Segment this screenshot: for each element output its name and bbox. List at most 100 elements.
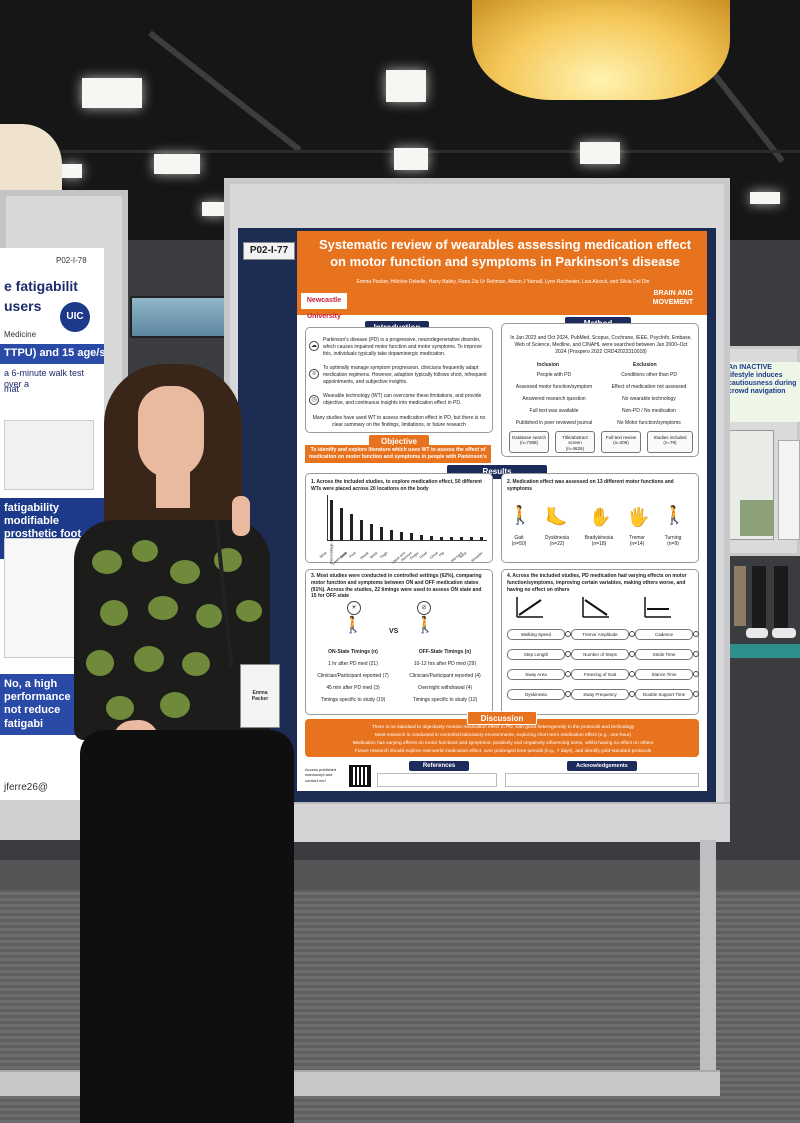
variable-pill: Step Length: [507, 649, 565, 660]
left-poster-title: users: [4, 298, 42, 314]
discussion-point: There is no standard to objectively moni…: [371, 725, 635, 730]
board-bottom-rail: [224, 802, 730, 842]
location-label: Waist: [369, 551, 379, 560]
discussion-point: Medication has varying effects on motor …: [352, 741, 654, 746]
inclusion-row: Published in peer reviewed journal: [515, 420, 593, 426]
motor-name: Tremor: [629, 535, 645, 541]
exclusion-row: Effect of medication not assessed: [611, 384, 687, 390]
shirt-pattern: [134, 646, 164, 672]
motor-n: (n=18): [591, 541, 607, 547]
variable-pill: Cadence: [635, 629, 693, 640]
walking-person-icon: 🚶: [343, 617, 363, 634]
person-trousers: [80, 730, 294, 1123]
ceiling-light: [394, 148, 428, 170]
refs-note: Access published manuscript and contact …: [305, 767, 337, 783]
flow-step-n: (n=79): [663, 440, 677, 446]
newcastle-university-logo: Newcastle University: [301, 293, 347, 320]
variable-pill: Dyskinesia: [507, 689, 565, 700]
ceiling-light: [386, 70, 426, 102]
location-bar: [340, 508, 343, 540]
floor-mat: [722, 644, 800, 658]
method-text: In Jan 2023 and Oct 2024, PubMed, Scopus…: [510, 335, 692, 355]
discussion-box: [305, 719, 699, 757]
poster-title-line: Systematic review of wearables assessing…: [318, 237, 692, 252]
pendant-lamp: [472, 0, 730, 100]
objective-text: To identify and explore literature which…: [305, 445, 491, 463]
result4-text: 4. Across the included studies, PD medic…: [507, 573, 687, 593]
on-timing: Timings specific to study (19): [320, 697, 386, 703]
location-bar: [480, 537, 483, 540]
flow-step: Studies included (n=79): [647, 431, 693, 453]
variable-pill: Stride Time: [635, 649, 693, 660]
location-label: Ankle: [339, 551, 349, 560]
inclusion-header: Inclusion: [537, 362, 559, 368]
motor-label: Gait (n=50): [499, 535, 539, 547]
motor-name: Dyskinesia: [544, 535, 570, 541]
shirt-pattern: [86, 650, 114, 676]
flow-step-label: Studies included: [653, 435, 687, 440]
brain-and-movement-logo: BRAIN AND MOVEMENT: [652, 290, 694, 306]
motor-label: Bradykinesia (n=18): [579, 535, 619, 547]
location-label: Chest: [429, 551, 439, 560]
result3-text: 3. Most studies were conducted in contro…: [311, 573, 482, 600]
foot-icon: 🦶: [545, 507, 568, 527]
shirt-pattern: [92, 550, 122, 574]
motor-name: Turning: [664, 535, 682, 541]
result2-text: 2. Medication effect was assessed on 13 …: [507, 479, 674, 492]
smiley-icon: [693, 691, 699, 697]
background-person-shoe: [746, 628, 768, 638]
smiley-icon: [565, 651, 571, 657]
inclusion-row: Answered research question: [522, 396, 586, 402]
ceiling-light: [202, 202, 226, 216]
introduction-box: [305, 327, 493, 433]
intro-point: Parkinson's disease (PD) is a progressiv…: [323, 337, 482, 357]
name-badge: [240, 664, 280, 728]
exclusion-row: No wearable technology: [622, 396, 676, 402]
uic-logo: UIC: [60, 302, 90, 332]
poster-header: Systematic review of wearables assessing…: [297, 231, 707, 320]
flow-step-n: (n=206): [613, 440, 629, 446]
references-list: [377, 773, 497, 787]
intro-point: Many studies have used WT to assess medi…: [312, 415, 486, 428]
inclusion-row: Assessed motor function/symptom: [515, 384, 593, 390]
location-bar: [390, 529, 393, 540]
left-poster-answer-line: No, a high performance: [4, 678, 71, 704]
turning-person-icon: 🚶: [663, 505, 686, 525]
background-person-shoe: [772, 628, 796, 638]
background-person-leg: [752, 566, 766, 632]
location-bar: [400, 531, 403, 540]
location-bar: [420, 534, 423, 540]
sun-icon: ☀: [347, 601, 361, 615]
poster-title: Systematic review of wearables assessing…: [307, 237, 703, 271]
ceiling-light: [750, 192, 780, 204]
left-poster-figure: [4, 420, 94, 490]
shirt-pattern: [170, 560, 200, 584]
location-bar: [430, 535, 433, 540]
walking-person-icon: 🚶: [415, 617, 435, 634]
ceiling-light: [580, 142, 620, 164]
left-poster-footer: jferre26@: [4, 782, 49, 793]
smiley-icon: [629, 691, 635, 697]
variable-pill: Stance Time: [635, 669, 693, 680]
location-bar: [450, 537, 453, 540]
flow-step-n: (n=7388): [519, 440, 539, 446]
location-bar: [370, 523, 373, 540]
worsen-trend-icon: [582, 597, 609, 618]
qr-code-icon: [349, 765, 371, 787]
result4-box: [501, 569, 699, 715]
inclusion-row: Full text was available: [529, 408, 579, 414]
off-timing: Timings specific to study (12): [412, 697, 478, 703]
right-poster-title: An INACTIVE lifestyle induces cautiousne…: [726, 362, 800, 422]
result1-box: [305, 473, 493, 563]
name-badge-first: Emma: [252, 690, 268, 696]
smiley-icon: [693, 651, 699, 657]
flow-step-label: Database search: [511, 435, 547, 440]
references-area: Access published manuscript and contact …: [305, 761, 699, 789]
variable-pill: Sway Frequency: [571, 689, 629, 700]
left-poster-question-line: fatigability modifiable: [4, 502, 60, 528]
tremor-hand-icon: 🖐: [627, 507, 650, 527]
location-bar: [360, 519, 363, 540]
variable-pill: Sway Area: [507, 669, 565, 680]
background-person-leg: [774, 566, 788, 632]
window: [130, 296, 230, 338]
